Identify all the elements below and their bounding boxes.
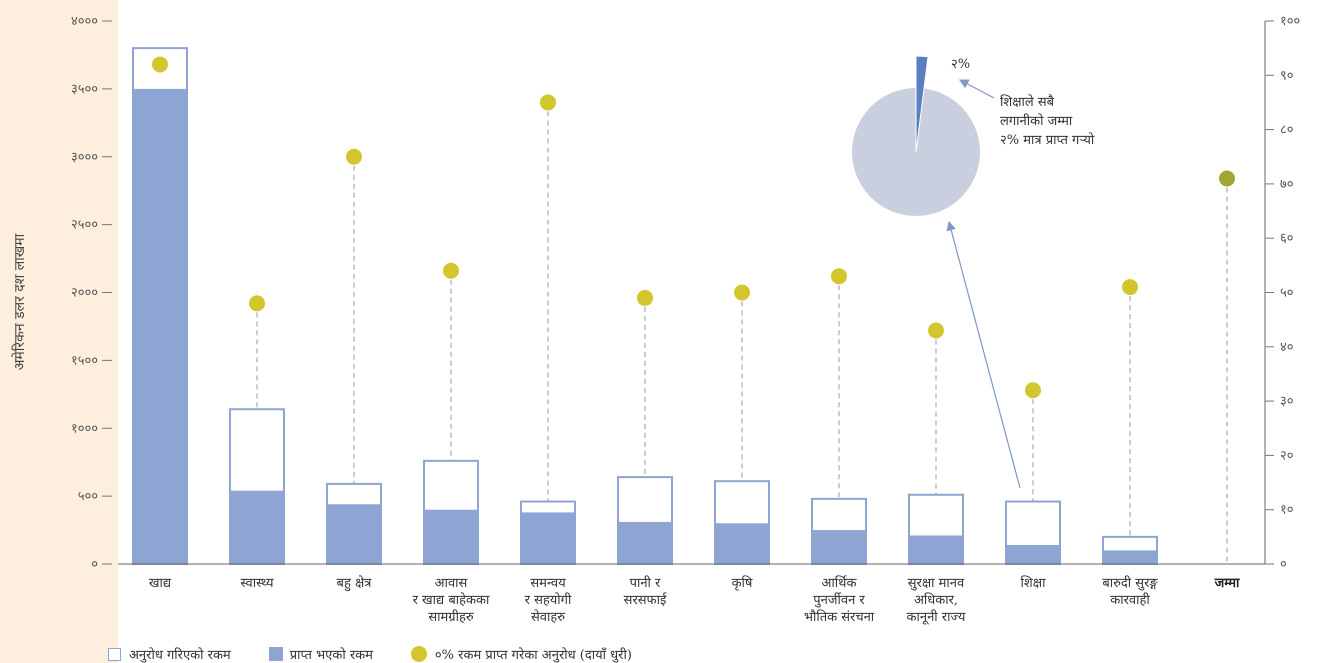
category-label: पुनर्जीवन र	[813, 592, 865, 608]
category-label: कानूनी राज्य	[907, 609, 966, 625]
category-label: आर्थिक	[822, 575, 858, 591]
category-label: कारवाही	[1110, 592, 1150, 608]
category-label: बारुदी सुरङ्ग	[1102, 575, 1158, 591]
pie-education-slice	[915, 55, 929, 153]
zero-funded-dot	[443, 262, 459, 279]
right-tick-label: १०	[1280, 503, 1294, 518]
pie-annotation-text: २% मात्र प्राप्त गऱ्यो	[1000, 132, 1095, 148]
right-tick-label: ८०	[1280, 123, 1294, 138]
requested-swatch	[108, 647, 121, 661]
legend-requested-label: अनुरोध गरिएको रकम	[129, 648, 231, 663]
legend: अनुरोध गरिएको रकम प्राप्त भएको रकम ०% रक…	[108, 645, 670, 663]
category-label: आवास	[435, 576, 468, 591]
category-label: कृषि	[732, 575, 753, 591]
funding-chart: ० ५०० १००० १५०० २००० २५०० ३००० ३५०० ४००० ० १० २० ३० ४…	[11, 14, 1300, 625]
legend-received: प्राप्त भएको रकम	[268, 645, 373, 663]
category-label: अधिकार,	[914, 592, 958, 608]
zero-funded-dot	[540, 94, 556, 111]
y-axis-label: अमेरिकन डलर दश लाखमा	[11, 233, 28, 370]
legend-received-label: प्राप्त भएको रकम	[289, 648, 373, 663]
pie-annotation-arrow	[958, 79, 995, 99]
legend-zero-funded: ०% रकम प्राप्त गरेका अनुरोध (दायाँ धुरी)	[410, 645, 632, 663]
left-tick-label: ४०००	[71, 14, 98, 29]
left-tick-label: ०	[91, 557, 98, 572]
right-tick-label: ६०	[1280, 231, 1294, 246]
legend-zero-funded-label: ०% रकम प्राप्त गरेका अनुरोध (दायाँ धुरी)	[434, 648, 632, 663]
zero-funded-dot	[831, 268, 847, 285]
dot-swatch	[410, 646, 427, 662]
category-label: सामग्रीहरु	[428, 609, 474, 625]
zero-funded-dot	[249, 295, 265, 312]
received-bar	[910, 535, 962, 564]
left-tick-label: १५००	[71, 353, 98, 368]
right-tick-label: १००	[1280, 14, 1300, 29]
category-label: र सहयोगी	[525, 592, 572, 608]
received-bar	[716, 523, 768, 564]
zero-funded-dot	[928, 322, 944, 339]
category-label: बहु क्षेत्र	[337, 575, 373, 592]
pie-annotation-text: शिक्षाले सबै	[1000, 94, 1055, 110]
zero-funded-dot	[734, 284, 750, 301]
zero-funded-dot	[152, 56, 168, 73]
zero-funded-dot	[346, 148, 362, 165]
left-tick-label: ३०००	[71, 150, 98, 165]
left-tick-label: ५००	[78, 489, 98, 504]
right-tick-label: ७०	[1280, 177, 1294, 192]
right-tick-label: ४०	[1280, 340, 1294, 355]
received-bar	[1104, 550, 1156, 564]
right-tick-label: ९०	[1280, 68, 1294, 83]
right-tick-label: २०	[1280, 448, 1294, 463]
left-background-band	[0, 0, 118, 663]
received-bar	[619, 521, 671, 564]
category-label: र खाद्य बाहेकका	[413, 592, 490, 608]
right-tick-label: ५०	[1280, 286, 1294, 301]
left-tick-label: ३५००	[71, 82, 98, 97]
zero-funded-dot	[1025, 382, 1041, 399]
pie-percent-label: २%	[951, 57, 970, 72]
received-bar	[134, 88, 186, 564]
right-tick-label: ३०	[1280, 394, 1294, 409]
left-tick-label: २५००	[71, 218, 98, 233]
category-label: खाद्य	[149, 576, 172, 591]
education-to-pie-arrow	[946, 220, 1021, 489]
category-label: जम्मा	[1214, 576, 1240, 591]
category-label: भौतिक संरचना	[804, 609, 875, 625]
total-dot	[1219, 170, 1235, 187]
received-bar	[1007, 544, 1059, 564]
zero-funded-dot	[1122, 279, 1138, 296]
zero-funded-dot	[637, 289, 653, 306]
category-label: स्वास्थ्य	[240, 576, 273, 591]
category-label: सरसफाई	[624, 592, 668, 608]
pie-annotation-text: लगानीको जम्मा	[1000, 113, 1073, 129]
received-bar	[425, 509, 477, 564]
category-label: समन्वय	[530, 576, 566, 591]
right-tick-label: ०	[1280, 557, 1287, 572]
category-label: सुरक्षा मानव	[908, 576, 965, 591]
received-bar	[522, 512, 574, 564]
received-bar	[328, 504, 380, 564]
left-tick-label: १०००	[71, 421, 98, 436]
category-label: शिक्षा	[1021, 575, 1047, 591]
category-label: सेवाहरु	[531, 609, 565, 625]
left-tick-label: २०००	[71, 286, 98, 301]
category-label: पानी र	[630, 575, 661, 591]
received-bar	[231, 490, 283, 564]
received-bar	[813, 530, 865, 564]
legend-requested: अनुरोध गरिएको रकम	[108, 645, 231, 663]
received-swatch	[268, 647, 283, 661]
